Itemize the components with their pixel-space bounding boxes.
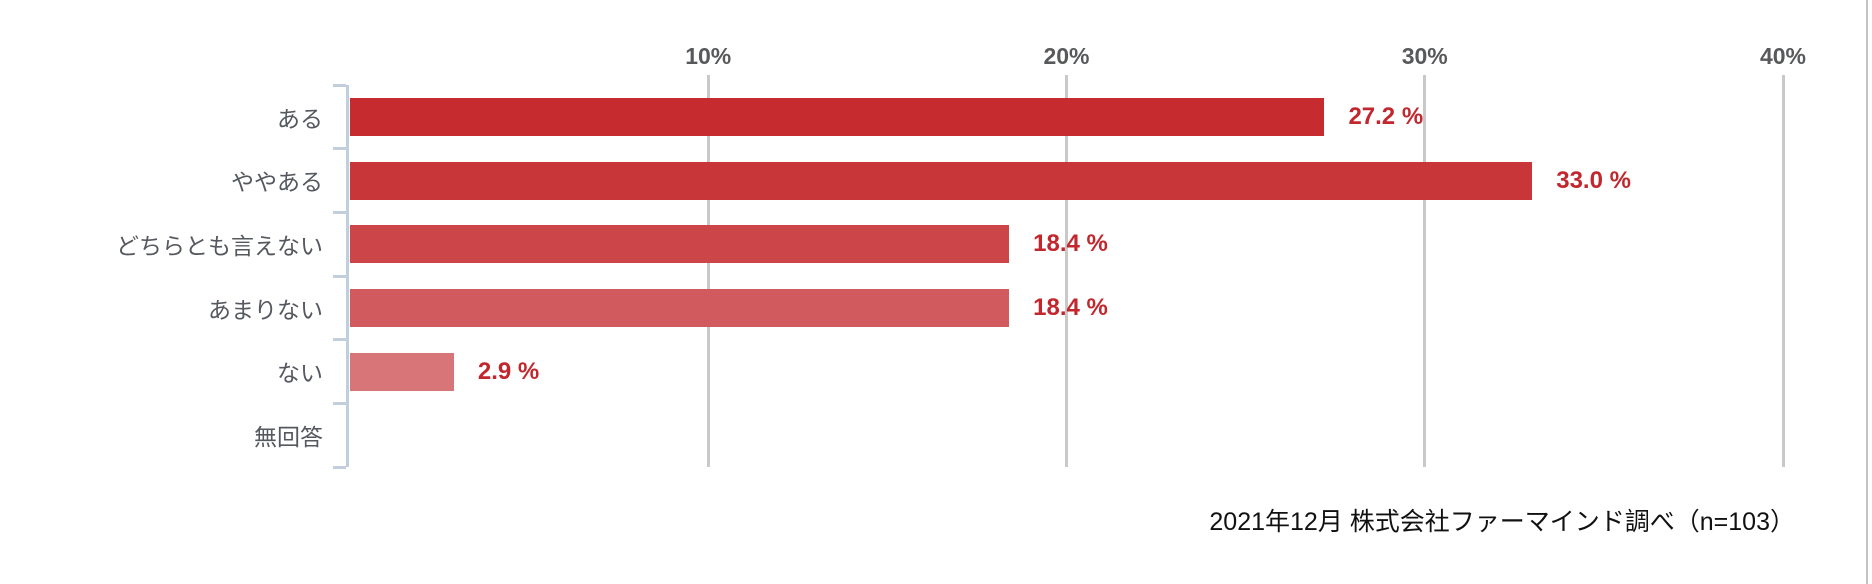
y-axis-tick: [333, 338, 346, 342]
bar: [350, 161, 1533, 200]
x-axis-tick-label: 30%: [1401, 43, 1448, 69]
source-note: 2021年12月 株式会社ファーマインド調べ（n=103）: [1209, 508, 1795, 536]
y-axis-tick: [333, 465, 346, 469]
category-label: あまりない: [208, 296, 323, 323]
y-axis-tick: [333, 210, 346, 214]
category-label: ある: [277, 105, 323, 132]
grid-line: [1781, 75, 1785, 467]
value-label: 2.9 %: [477, 357, 540, 385]
window-right-border: [1866, 0, 1868, 584]
category-label: 無回答: [254, 424, 323, 451]
value-label: 33.0 %: [1556, 166, 1631, 194]
bar: [350, 352, 454, 391]
bar: [350, 225, 1010, 264]
x-axis-tick-label: 10%: [685, 43, 732, 69]
x-axis-tick-label: 20%: [1043, 43, 1090, 69]
value-label: 18.4 %: [1033, 230, 1108, 258]
y-axis-tick: [333, 83, 346, 87]
grid-line: [706, 75, 710, 467]
grid-line: [1065, 75, 1068, 467]
bar: [350, 97, 1325, 136]
category-label: どちらとも言えない: [116, 233, 323, 260]
y-axis-tick: [333, 147, 346, 151]
y-axis-tick: [333, 274, 346, 278]
value-label: 18.4 %: [1033, 293, 1108, 321]
y-axis-line: [346, 85, 349, 467]
category-label: ややある: [231, 169, 323, 196]
value-label: 27.2 %: [1348, 102, 1424, 130]
bar: [350, 288, 1010, 327]
x-axis-tick-label: 40%: [1759, 43, 1807, 69]
y-axis-tick: [333, 401, 346, 405]
category-label: ない: [277, 360, 323, 387]
grid-line: [1423, 75, 1427, 467]
